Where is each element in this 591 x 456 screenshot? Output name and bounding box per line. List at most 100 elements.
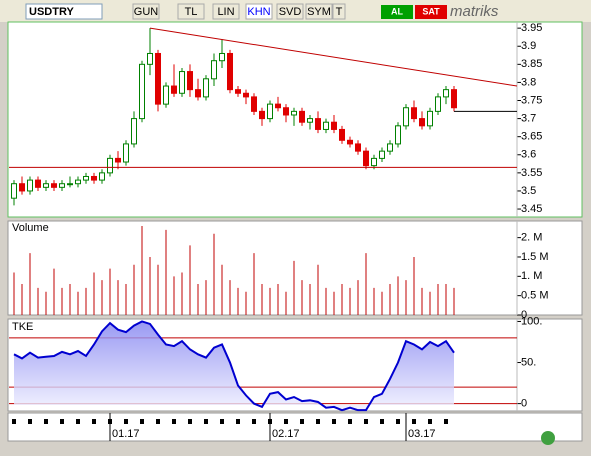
date-dash [364,419,368,424]
candle-body [211,60,217,80]
candle-body [443,89,449,98]
x-tick-label: 01.17 [112,428,140,440]
x-tick-label: 03.17 [408,428,436,440]
candle-body [259,110,265,120]
volume-panel [7,220,583,316]
candle-body [219,52,225,62]
buy-label: AL [391,6,403,16]
candle-body [123,143,129,163]
candle-body [371,157,377,167]
candle-body [323,121,329,130]
y-tick-label: 100. [521,315,542,327]
date-dash [428,419,432,424]
x-tick-label: 02.17 [272,428,300,440]
toolbar-button[interactable] [132,3,160,20]
date-dash [316,419,320,424]
date-dash [252,419,256,424]
candle-body [75,179,81,185]
y-tick-label: 3.55 [521,167,542,179]
date-dash [172,419,176,424]
y-tick-label: 0.5 M [521,290,549,302]
candle-body [171,85,177,94]
date-dash [156,419,160,424]
date-dash [220,419,224,424]
symbol-box[interactable] [25,3,103,20]
buy-button[interactable] [381,5,413,19]
toolbar-button[interactable] [332,3,346,20]
date-dash [236,419,240,424]
y-tick-label: 2. M [521,232,542,244]
toolbar-button[interactable] [305,3,333,20]
candle-body [411,107,417,120]
sell-label: SAT [422,6,440,16]
candle-body [355,143,361,152]
sell-button[interactable] [415,5,447,19]
candle-body [451,89,457,109]
toolbar-button-label: KHN [247,6,270,18]
date-dash [300,419,304,424]
date-dash [380,419,384,424]
date-dash [60,419,64,424]
refresh-icon[interactable] [541,431,555,445]
candle-body [299,110,305,123]
candle-body [227,52,233,91]
candle-body [179,71,185,94]
date-dash [140,419,144,424]
candle-body [315,118,321,130]
candle-body [363,150,369,167]
candle-body [155,52,161,105]
candle-body [115,157,121,163]
candle-body [203,78,209,98]
date-dash [188,419,192,424]
candle-body [67,183,73,186]
y-tick-label: 3.65 [521,131,542,143]
date-strip [7,412,583,442]
candle-body [235,89,241,94]
y-tick-label: 3.95 [521,22,542,34]
candle-body [427,110,433,127]
candle-body [131,118,137,145]
candle-body [435,96,441,112]
candle-body [35,179,41,188]
date-dash [332,419,336,424]
price-panel [7,21,583,218]
date-dash [92,419,96,424]
candle-body [267,103,273,120]
candle-body [83,175,89,181]
candle-body [291,110,297,116]
symbol: USDTRY [29,6,74,18]
trend-line [149,27,518,87]
date-dash [124,419,128,424]
toolbar-button-label: SVD [279,6,302,18]
toolbar-button[interactable] [212,3,240,20]
candle-body [395,125,401,145]
tke-title: TKE [12,321,33,333]
candle-body [243,92,249,98]
y-tick-label: 3.75 [521,94,542,106]
toolbar-button-label: GUN [134,6,159,18]
candle-body [91,175,97,181]
y-tick-label: 3.8 [521,76,536,88]
tke-line [13,320,455,412]
candle-body [27,179,33,192]
candle-body [107,157,113,174]
toolbar-button[interactable] [276,3,304,20]
candle-body [139,63,145,120]
y-tick-label: 3.45 [521,203,542,215]
toolbar-button[interactable] [245,3,273,20]
date-dash [284,419,288,424]
candle-body [331,121,337,130]
y-tick-label: 0 [521,309,527,321]
toolbar-button[interactable] [177,3,205,20]
candle-body [307,118,313,123]
date-dash [108,419,112,424]
y-tick-label: 1.5 M [521,251,549,263]
tke-area [14,321,454,411]
candle-body [163,85,169,105]
y-tick-label: 50. [521,356,536,368]
candle-body [379,150,385,159]
date-dash [28,419,32,424]
candle-body [11,183,17,199]
toolbar-button-label: SYM [307,6,331,18]
date-dash [204,419,208,424]
